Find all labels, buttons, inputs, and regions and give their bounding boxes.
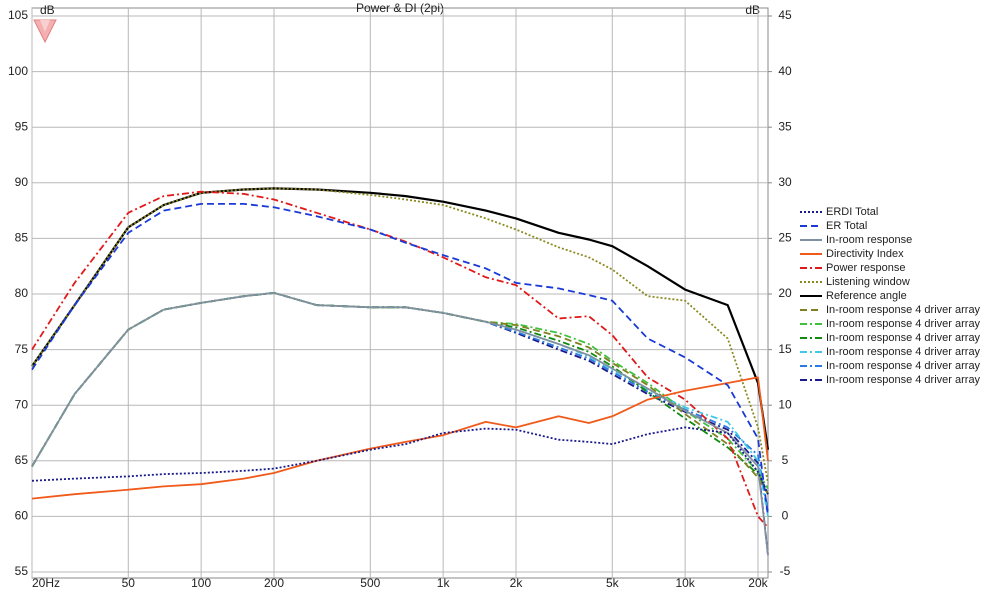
- y-tick-label: 60: [15, 509, 29, 523]
- y-tick-label: 55: [15, 564, 29, 578]
- series-line: [31, 376, 769, 500]
- series-line: [31, 292, 769, 556]
- legend-label: In-room response 4 driver array: [826, 346, 981, 358]
- legend-label: In-room response 4 driver array: [826, 318, 981, 330]
- legend-label: Reference angle: [826, 290, 907, 302]
- y-axis-label: dB: [40, 3, 55, 17]
- series-line: [31, 203, 769, 517]
- y2-tick-label: 30: [778, 175, 792, 189]
- x-tick-label: 20Hz: [32, 576, 60, 590]
- y-tick-label: 90: [15, 175, 29, 189]
- y2-tick-label: 20: [778, 286, 792, 300]
- y-tick-label: 95: [15, 119, 29, 133]
- x-tick-label: 200: [264, 576, 284, 590]
- x-tick-label: 10k: [675, 576, 695, 590]
- legend-label: In-room response 4 driver array: [826, 332, 981, 344]
- x-tick-label: 2k: [510, 576, 524, 590]
- x-tick-label: 1k: [437, 576, 451, 590]
- legend-label: In-room response 4 driver array: [826, 374, 981, 386]
- series-line: [31, 426, 769, 495]
- chart-title: Power & DI (2pi): [356, 1, 444, 15]
- plot-frame: [31, 7, 769, 579]
- legend-label: Power response: [826, 262, 906, 274]
- legend-label: Directivity Index: [826, 248, 904, 260]
- y-tick-label: 85: [15, 231, 29, 245]
- legend-label: In-room response 4 driver array: [826, 304, 981, 316]
- legend-label: In-room response 4 driver array: [826, 360, 981, 372]
- x-tick-label: 500: [360, 576, 380, 590]
- x-tick-label: 5k: [606, 576, 620, 590]
- y2-axis-label: dB: [745, 3, 760, 17]
- x-tick-label: 50: [122, 576, 136, 590]
- y-tick-label: 100: [8, 64, 28, 78]
- y-tick-label: 80: [15, 286, 29, 300]
- y-tick-label: 75: [15, 342, 29, 356]
- logo: [33, 19, 57, 44]
- legend-label: ER Total: [826, 220, 867, 232]
- grid: [31, 8, 768, 578]
- y2-tick-label: 25: [778, 231, 792, 245]
- y-tick-label: 105: [8, 8, 28, 22]
- y-tick-label: 70: [15, 397, 29, 411]
- legend-label: Listening window: [826, 276, 910, 288]
- series-line: [31, 187, 769, 484]
- y-tick-label: 65: [15, 453, 29, 467]
- legend-label: In-room response: [826, 234, 912, 246]
- y2-tick-label: 35: [778, 119, 792, 133]
- legend-label: ERDI Total: [826, 206, 878, 218]
- y2-tick-label: 10: [778, 397, 792, 411]
- x-tick-label: 20k: [748, 576, 768, 590]
- y2-tick-label: 40: [778, 64, 792, 78]
- y2-tick-label: -5: [780, 564, 791, 578]
- y2-tick-label: 45: [778, 8, 792, 22]
- series-line: [31, 190, 769, 529]
- y2-tick-label: 0: [782, 509, 789, 523]
- y2-tick-label: 15: [778, 342, 792, 356]
- x-tick-label: 100: [191, 576, 211, 590]
- y2-tick-label: 5: [782, 453, 789, 467]
